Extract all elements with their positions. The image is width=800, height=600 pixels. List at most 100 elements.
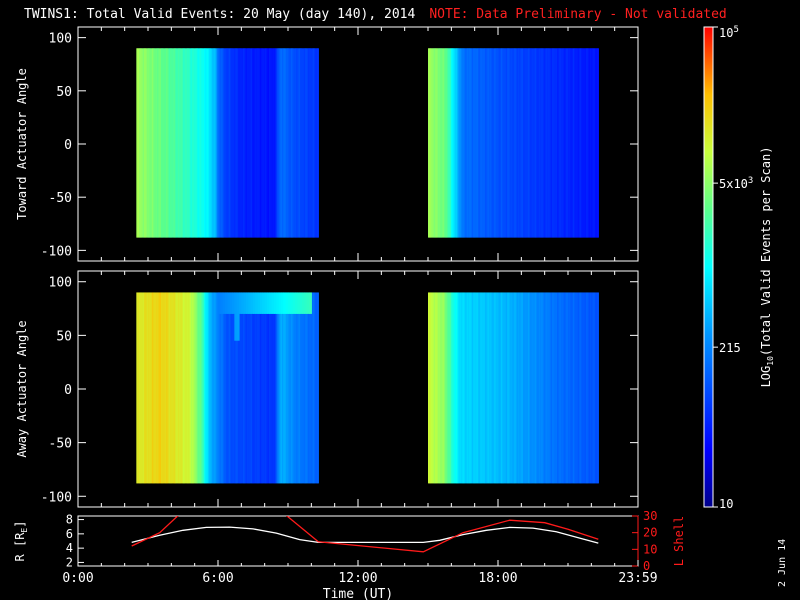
heat-column [136,292,139,484]
y-tick-label: 100 [49,276,72,291]
heat-column [252,48,254,238]
heat-column [525,48,528,238]
heat-column [507,292,509,484]
axes-frame [77,515,639,567]
heat-column [231,292,234,484]
heat-column [507,48,509,238]
heat-column [285,292,288,484]
heat-column [185,48,188,238]
heat-column [144,292,147,484]
heat-column [298,48,301,238]
heat-column [220,292,223,484]
heat-feature [278,292,282,314]
heat-column [311,292,314,484]
heat-feature [306,292,310,314]
heat-column [170,292,173,484]
heat-column [283,292,286,484]
heat-column [561,48,564,238]
heat-feature [246,292,249,314]
heat-column [499,292,502,484]
heat-column [457,48,460,238]
heat-column [464,48,467,238]
heat-column [458,292,461,484]
heat-column [525,292,528,484]
heat-column [553,292,556,484]
heat-column [584,48,587,238]
heat-column [491,48,494,238]
heat-column [470,292,473,484]
heat-column [307,292,310,484]
heat-column [276,292,279,484]
heat-column [533,292,536,484]
heat-column [571,48,574,238]
heat-column [201,292,204,484]
heat-column [447,292,450,484]
colorbar: 105 5x103 215 10 LOG10(Total Valid Events pe… [703,25,775,511]
heat-column [163,48,166,238]
heat-column [241,48,244,238]
heat-column [219,48,222,238]
heat-column [167,48,170,238]
heat-column [214,48,217,238]
series-line-l-shell [131,516,599,553]
heat-column [459,48,462,238]
heat-column [292,292,295,484]
heat-column [532,292,535,484]
heat-feature [285,292,289,314]
heat-column [155,48,158,238]
heat-column [445,48,447,238]
heat-column [219,292,222,484]
heat-column [581,292,584,484]
heat-column [566,292,569,484]
heat-column [473,48,475,238]
heat-column [473,292,475,484]
heat-column [441,48,444,238]
heat-column [547,292,550,484]
heat-column [462,292,464,484]
heat-column [453,48,456,238]
heat-column [591,292,593,484]
x-tick-label: 23:59 [618,571,657,586]
heat-column [257,292,260,484]
heat-column [305,292,308,484]
heat-column [141,48,144,238]
heat-column [304,292,306,484]
heat-column [202,292,205,484]
heat-column [315,48,318,238]
heat-column [285,48,288,238]
heat-column [589,292,592,484]
heat-column [438,48,441,238]
heat-column [518,292,520,484]
heat-column [558,292,560,484]
heat-column [194,292,197,484]
heat-column [213,48,215,238]
heat-column [170,48,173,238]
heat-column [548,292,551,484]
heat-column [151,292,154,484]
heat-column [250,48,253,238]
colorbar-tick-label: 5x103 [719,176,753,191]
y-tick-label-left: 6 [66,527,73,541]
heat-column [288,292,291,484]
heat-column [266,292,269,484]
heat-column [176,292,179,484]
heat-column [203,292,206,484]
heat-column [180,48,183,238]
heat-column [454,48,457,238]
heat-column [559,48,562,238]
heat-column [211,48,214,238]
heat-column [569,48,571,238]
heat-column [437,292,440,484]
heat-column [232,292,235,484]
heat-column [498,292,501,484]
heat-column [468,48,470,238]
heat-column [490,292,492,484]
heat-column [479,48,481,238]
heat-column [597,292,599,484]
heat-column [527,292,530,484]
heat-column [224,292,227,484]
heat-feature [236,292,240,341]
heat-column [509,48,512,238]
heat-column [476,292,479,484]
x-tick-label: 6:00 [202,571,233,586]
